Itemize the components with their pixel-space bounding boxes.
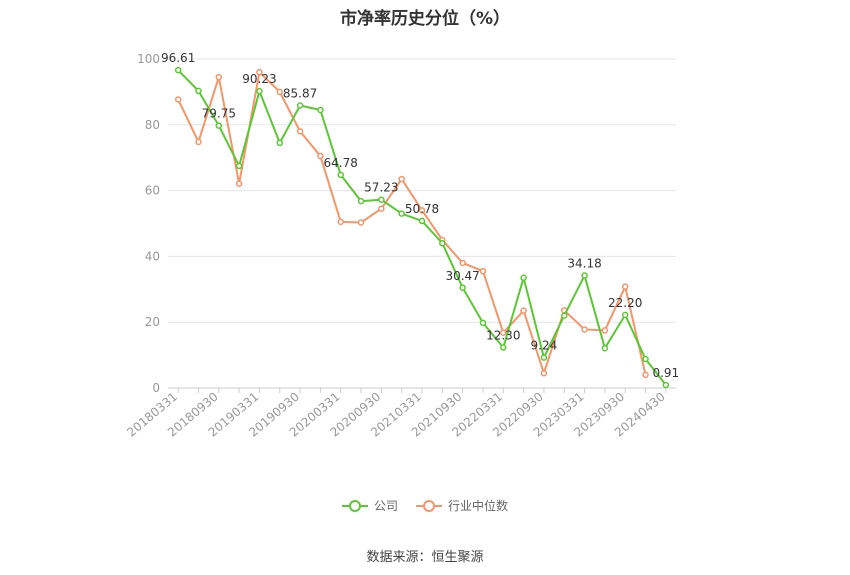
data-point-1-0 bbox=[174, 96, 182, 103]
data-point-0-20 bbox=[581, 272, 588, 279]
data-label-20: 34.18 bbox=[567, 257, 601, 271]
data-point-1-11 bbox=[398, 175, 405, 183]
series-line-0 bbox=[177, 69, 667, 386]
data-point-1-21 bbox=[601, 327, 609, 334]
data-label-6: 85.87 bbox=[283, 86, 317, 100]
data-point-0-12 bbox=[418, 217, 426, 225]
line-chart-plot: 0204060801002018033120180930201903312019… bbox=[124, 51, 679, 439]
data-point-1-16 bbox=[500, 329, 507, 336]
y-tick-label: 40 bbox=[145, 249, 160, 263]
data-point-1-15 bbox=[479, 267, 487, 275]
data-point-1-1 bbox=[195, 138, 202, 146]
data-label-24: 0.91 bbox=[652, 366, 679, 380]
data-point-0-2 bbox=[215, 122, 223, 129]
data-point-1-2 bbox=[215, 73, 223, 81]
data-point-1-20 bbox=[581, 326, 588, 333]
chart-title: 市净率历史分位（%） bbox=[339, 9, 511, 29]
legend-item-company[interactable]: 公司 bbox=[341, 497, 398, 514]
data-point-0-5 bbox=[276, 139, 284, 147]
data-point-0-24 bbox=[662, 381, 670, 389]
y-tick-label: 60 bbox=[145, 184, 160, 198]
data-point-0-21 bbox=[601, 344, 609, 352]
data-label-12: 50.78 bbox=[405, 202, 439, 216]
y-tick-label: 0 bbox=[152, 381, 160, 395]
data-point-0-8 bbox=[337, 171, 344, 179]
data-point-0-14 bbox=[459, 284, 466, 292]
data-label-4: 90.23 bbox=[242, 72, 276, 86]
data-point-0-19 bbox=[560, 312, 568, 319]
data-point-0-7 bbox=[317, 106, 324, 114]
data-point-1-17 bbox=[520, 307, 527, 314]
data-point-1-10 bbox=[378, 205, 385, 212]
data-point-0-23 bbox=[642, 355, 649, 363]
data-label-10: 57.23 bbox=[364, 181, 398, 195]
data-point-0-3 bbox=[235, 162, 243, 170]
data-label-14: 30.47 bbox=[445, 269, 479, 283]
y-tick-label: 80 bbox=[145, 118, 160, 132]
data-point-0-1 bbox=[195, 87, 202, 95]
data-point-0-17 bbox=[520, 274, 527, 282]
legend-item-industry-median[interactable]: 行业中位数 bbox=[416, 497, 508, 514]
data-point-1-8 bbox=[337, 218, 344, 226]
data-point-1-5 bbox=[276, 88, 284, 96]
legend-industry-label: 行业中位数 bbox=[448, 499, 509, 513]
source-note: 数据来源：恒生聚源 bbox=[366, 550, 484, 565]
data-label-18: 9.24 bbox=[531, 339, 558, 353]
data-point-1-22 bbox=[621, 283, 629, 290]
y-tick-label: 100 bbox=[137, 52, 160, 66]
data-label-16: 12.30 bbox=[486, 329, 520, 343]
data-point-0-13 bbox=[439, 239, 446, 247]
data-point-0-11 bbox=[398, 210, 405, 217]
data-label-22: 22.20 bbox=[608, 296, 642, 310]
data-point-0-22 bbox=[621, 311, 629, 319]
data-point-0-9 bbox=[357, 197, 365, 205]
data-point-0-15 bbox=[479, 319, 487, 327]
data-point-1-9 bbox=[357, 219, 365, 226]
data-point-0-10 bbox=[378, 196, 385, 203]
data-point-1-4 bbox=[256, 68, 263, 76]
data-point-1-6 bbox=[296, 128, 304, 135]
legend-company-swatch-icon bbox=[341, 499, 368, 513]
data-point-0-4 bbox=[256, 87, 263, 95]
y-tick-label: 20 bbox=[145, 315, 160, 329]
data-point-1-14 bbox=[459, 259, 466, 267]
data-point-0-18 bbox=[540, 354, 548, 361]
data-point-1-3 bbox=[235, 180, 243, 187]
data-label-8: 64.78 bbox=[324, 156, 358, 170]
data-point-0-16 bbox=[500, 344, 507, 351]
data-label-0: 96.61 bbox=[161, 51, 195, 65]
data-label-2: 79.75 bbox=[202, 107, 236, 121]
legend-industry-swatch-icon bbox=[416, 499, 442, 513]
series-line-1 bbox=[177, 71, 647, 376]
legend-company-label: 公司 bbox=[373, 499, 398, 513]
data-point-0-6 bbox=[296, 102, 304, 109]
data-point-1-7 bbox=[317, 152, 324, 160]
data-point-0-0 bbox=[174, 66, 182, 74]
legend: 公司 行业中位数 bbox=[0, 497, 850, 514]
data-point-1-23 bbox=[642, 371, 649, 379]
data-point-1-12 bbox=[418, 207, 426, 214]
data-point-1-18 bbox=[540, 369, 548, 377]
